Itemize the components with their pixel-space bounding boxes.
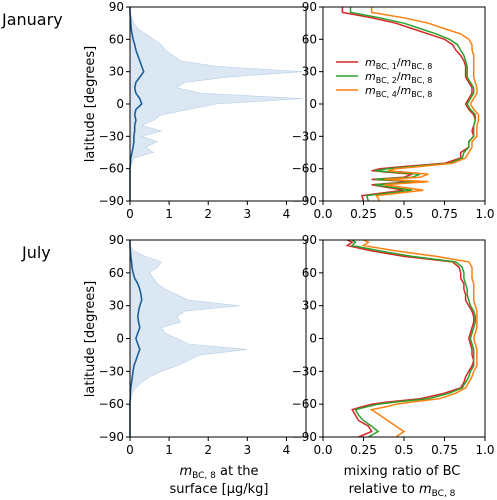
xlabel-left-sub: BC, 8 bbox=[192, 471, 216, 481]
xlabel-right-m: m bbox=[419, 482, 432, 497]
ytick-label: 0 bbox=[309, 97, 317, 111]
xtick-label: 1.0 bbox=[475, 443, 494, 457]
ytick-label: 60 bbox=[302, 266, 317, 280]
xtick-label: 0.0 bbox=[313, 443, 332, 457]
xtick-label: 2 bbox=[204, 443, 212, 457]
ytick-label: −30 bbox=[292, 129, 317, 143]
ytick-label: −60 bbox=[99, 397, 124, 411]
ytick-label: −90 bbox=[99, 430, 124, 444]
ylabel-january: latitude [degrees] bbox=[83, 46, 98, 162]
series-line-red bbox=[341, 7, 477, 202]
legend-entry: mBC, 4/mBC, 8 bbox=[365, 84, 432, 99]
ytick-label: −60 bbox=[292, 397, 317, 411]
xlabel-right-line1: mixing ratio of BC bbox=[344, 464, 461, 479]
xtick-label: 0.5 bbox=[394, 207, 413, 221]
panel-july-surface: −90 −60 −30 0 30 60 90 0 1 2 3 4 bbox=[99, 233, 307, 457]
xtick-label: 1.0 bbox=[475, 207, 494, 221]
ytick-label: −30 bbox=[292, 364, 317, 378]
mean-line bbox=[129, 240, 143, 437]
ytick-label: −60 bbox=[292, 162, 317, 176]
ytick-label: −90 bbox=[292, 194, 317, 208]
xtick-label: 0 bbox=[126, 443, 134, 457]
ytick-label: −30 bbox=[99, 129, 124, 143]
xlabel-left: mBC, 8 at the surface [µg/kg] bbox=[169, 464, 268, 497]
series-line-red bbox=[345, 239, 475, 438]
legend-entry: mBC, 1/mBC, 8 bbox=[365, 56, 432, 71]
ytick-label: −60 bbox=[99, 162, 124, 176]
spread-band bbox=[129, 240, 248, 437]
xtick-label: 1 bbox=[165, 207, 173, 221]
panel-july-ratio: −90 −60 −30 0 30 60 90 0.0 0.25 0.5 0.75 1.0 bbox=[292, 233, 495, 457]
ytick-label: 0 bbox=[116, 332, 124, 346]
xlabel-right-line2: relative to mBC, 8 bbox=[349, 482, 456, 499]
ytick-label: 30 bbox=[302, 299, 317, 313]
xtick-label: 0.5 bbox=[394, 443, 413, 457]
xlabel-left-text1: at the bbox=[220, 464, 259, 479]
mean-line bbox=[129, 7, 145, 201]
xtick-label: 0.75 bbox=[431, 207, 458, 221]
xlabel-right-sub: BC, 8 bbox=[432, 489, 456, 499]
xlabel-left-m: m bbox=[179, 464, 192, 479]
ylabel-july: latitude [degrees] bbox=[83, 281, 98, 397]
xtick-label: 1 bbox=[165, 443, 173, 457]
ytick-label: 60 bbox=[109, 266, 124, 280]
ytick-label: 60 bbox=[302, 32, 317, 46]
xtick-label: 4 bbox=[283, 207, 291, 221]
ytick-label: 0 bbox=[309, 332, 317, 346]
xtick-label: 0.0 bbox=[313, 207, 332, 221]
xtick-label: 2 bbox=[204, 207, 212, 221]
ytick-label: 30 bbox=[109, 299, 124, 313]
ytick-label: 0 bbox=[116, 97, 124, 111]
xlabel-left-line2: surface [µg/kg] bbox=[169, 482, 268, 497]
spread-band bbox=[129, 7, 303, 201]
xtick-label: 0.75 bbox=[431, 443, 458, 457]
series-line-green bbox=[349, 7, 477, 202]
xlabel-right: mixing ratio of BC relative to mBC, 8 bbox=[344, 464, 461, 499]
xtick-label: 0.25 bbox=[350, 443, 377, 457]
row-title-july: July bbox=[21, 243, 51, 262]
ytick-label: 60 bbox=[109, 32, 124, 46]
legend-entry: mBC, 2/mBC, 8 bbox=[365, 70, 432, 85]
xtick-label: 3 bbox=[244, 443, 252, 457]
ytick-label: −90 bbox=[292, 430, 317, 444]
xtick-label: 0 bbox=[126, 207, 134, 221]
series-line-orange bbox=[361, 239, 478, 438]
xtick-label: 3 bbox=[244, 207, 252, 221]
series-line-green bbox=[350, 239, 477, 438]
panel-january-surface: −90 −60 −30 0 30 60 90 0 1 2 3 4 bbox=[99, 0, 307, 221]
ytick-label: 90 bbox=[109, 233, 124, 247]
ytick-label: 30 bbox=[109, 65, 124, 79]
ytick-label: 90 bbox=[302, 233, 317, 247]
ytick-label: −90 bbox=[99, 194, 124, 208]
row-title-january: January bbox=[1, 10, 63, 29]
ytick-label: 30 bbox=[302, 65, 317, 79]
ytick-label: 90 bbox=[302, 0, 317, 14]
xlabel-left-line1: mBC, 8 at the bbox=[179, 464, 258, 481]
ytick-label: −30 bbox=[99, 364, 124, 378]
series-line-orange bbox=[370, 7, 480, 202]
xtick-label: 0.25 bbox=[350, 207, 377, 221]
xlabel-right-text2: relative to bbox=[349, 482, 415, 497]
xtick-label: 4 bbox=[283, 443, 291, 457]
axes-frame bbox=[322, 239, 486, 438]
panel-january-ratio: −90 −60 −30 0 30 60 90 0.0 0.25 0.5 0.75 1.0 bbox=[292, 0, 495, 221]
ytick-label: 90 bbox=[109, 0, 124, 14]
